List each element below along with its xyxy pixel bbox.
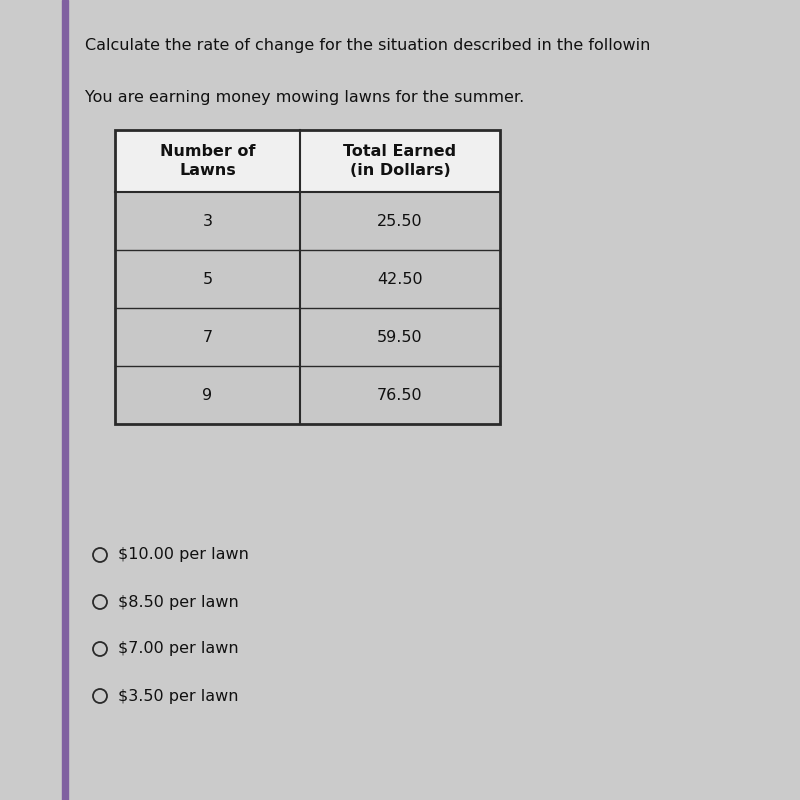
Text: $8.50 per lawn: $8.50 per lawn [118, 594, 238, 610]
Text: 7: 7 [202, 330, 213, 345]
Text: Calculate the rate of change for the situation described in the followin: Calculate the rate of change for the sit… [85, 38, 650, 53]
Text: 25.50: 25.50 [377, 214, 423, 229]
Text: 59.50: 59.50 [377, 330, 423, 345]
Text: $3.50 per lawn: $3.50 per lawn [118, 689, 238, 703]
Bar [115, 130, 500, 424]
Text: Total Earned
(in Dollars): Total Earned (in Dollars) [343, 144, 457, 178]
Text: $10.00 per lawn: $10.00 per lawn [118, 547, 249, 562]
Text: 5: 5 [202, 271, 213, 286]
Bar [115, 130, 500, 192]
Text: $7.00 per lawn: $7.00 per lawn [118, 642, 238, 657]
Text: Number of
Lawns: Number of Lawns [160, 144, 255, 178]
Text: You are earning money mowing lawns for the summer.: You are earning money mowing lawns for t… [85, 90, 524, 105]
Bar [115, 250, 500, 308]
Bar [115, 308, 500, 366]
Text: 42.50: 42.50 [377, 271, 423, 286]
Text: 76.50: 76.50 [377, 387, 423, 402]
Text: 3: 3 [202, 214, 213, 229]
Text: 9: 9 [202, 387, 213, 402]
Bar [115, 192, 500, 250]
Bar [62, 0, 68, 800]
Bar [115, 366, 500, 424]
